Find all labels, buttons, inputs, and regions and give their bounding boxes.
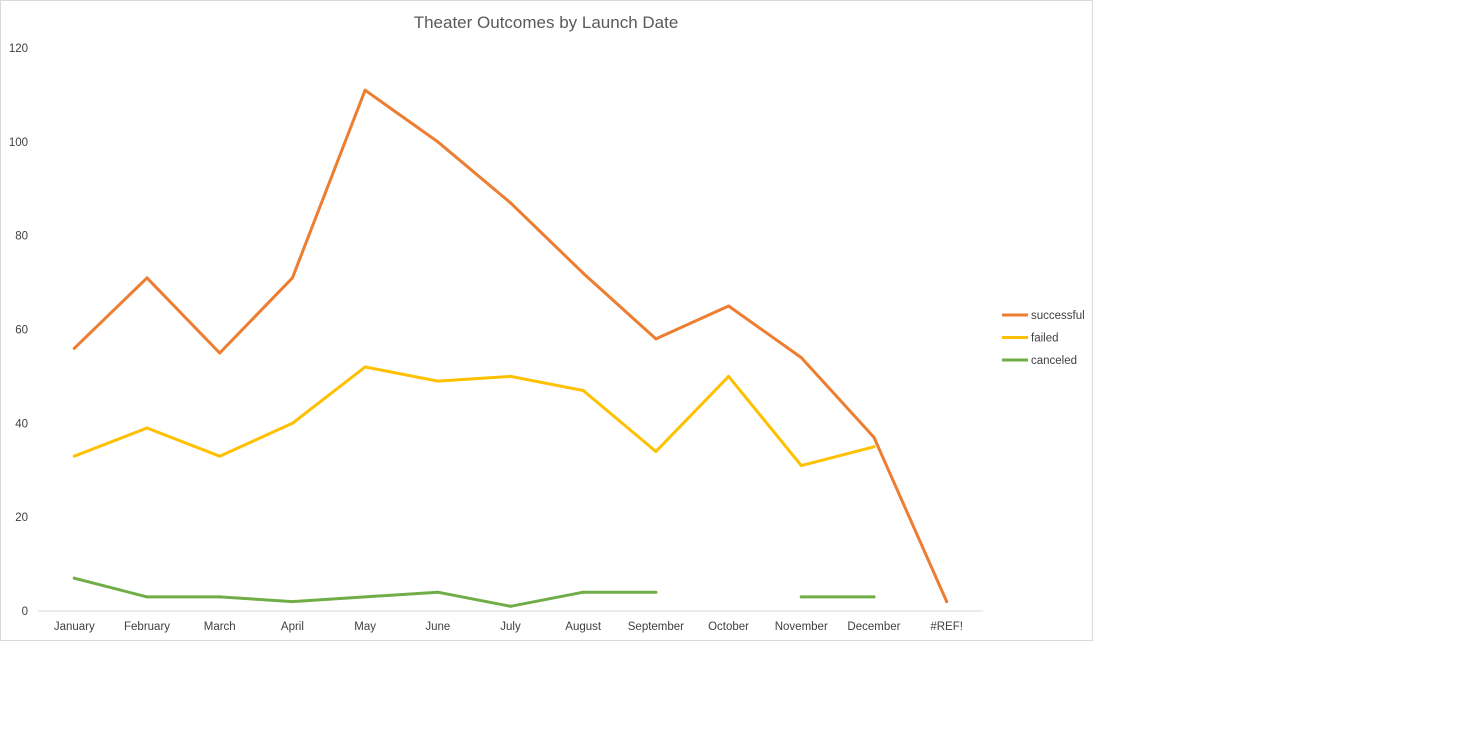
data-point-failed [509,374,512,378]
data-point-successful [872,435,876,439]
legend-label-canceled: canceled [1031,355,1077,367]
x-tick-label: December [847,621,900,633]
data-point-failed [145,426,149,430]
legend-label-successful: successful [1031,310,1085,322]
data-point-successful [72,346,76,350]
x-tick-label: September [628,621,684,633]
data-point-failed [72,454,76,458]
data-point-canceled [799,595,803,599]
data-point-successful [145,276,149,280]
x-tick-label: July [500,621,521,633]
data-point-canceled [654,590,658,594]
x-tick-label: June [425,621,450,633]
y-tick-label: 0 [22,606,28,618]
data-point-failed [218,454,222,458]
series-line-canceled [72,576,876,608]
data-point-failed [654,449,658,453]
series-line-failed [72,365,876,468]
data-point-canceled [436,590,440,594]
series-line-successful [72,88,949,604]
data-point-canceled [581,590,585,594]
data-point-failed [436,379,440,383]
x-tick-label: January [54,621,95,633]
x-tick-label: November [775,621,828,633]
data-point-canceled [145,595,149,599]
y-tick-label: 80 [15,231,28,243]
x-tick-label: August [565,621,602,633]
y-tick-label: 120 [9,43,28,55]
data-point-successful [509,201,512,205]
y-tick-label: 40 [15,418,28,430]
x-tick-label: March [204,621,236,633]
data-point-failed [581,388,585,392]
data-point-failed [727,374,731,378]
data-point-successful [654,337,658,341]
data-point-successful [727,304,731,308]
legend: successful failed canceled [1002,310,1085,367]
x-tick-label: April [281,621,304,633]
data-point-successful [436,140,440,144]
legend-label-failed: failed [1031,333,1059,345]
chart-area [0,0,1093,641]
x-axis: January February March April May June July Augu… [54,621,963,633]
data-point-canceled [872,595,876,599]
data-point-successful [363,88,367,92]
y-axis: 0 20 40 60 80 100 120 [9,43,28,618]
y-tick-label: 100 [9,137,28,149]
y-tick-label: 20 [15,512,28,524]
data-point-failed [363,365,367,369]
data-point-successful [290,276,294,280]
data-point-failed [290,421,294,425]
x-tick-label: February [124,621,170,633]
data-point-failed [872,445,876,449]
data-point-failed [799,464,803,468]
x-tick-label: May [354,621,376,633]
data-point-successful [945,600,949,604]
data-point-canceled [290,600,294,604]
x-tick-label: #REF! [930,621,963,633]
data-point-successful [799,356,803,360]
x-tick-label: October [708,621,749,633]
plot-area [72,88,949,608]
chart-title: Theater Outcomes by Launch Date [414,13,679,32]
y-tick-label: 60 [15,325,28,337]
data-point-canceled [218,595,222,599]
data-point-successful [218,351,222,355]
data-point-canceled [363,595,367,599]
data-point-canceled [509,604,512,608]
data-point-successful [581,271,585,275]
data-point-canceled [72,576,76,580]
